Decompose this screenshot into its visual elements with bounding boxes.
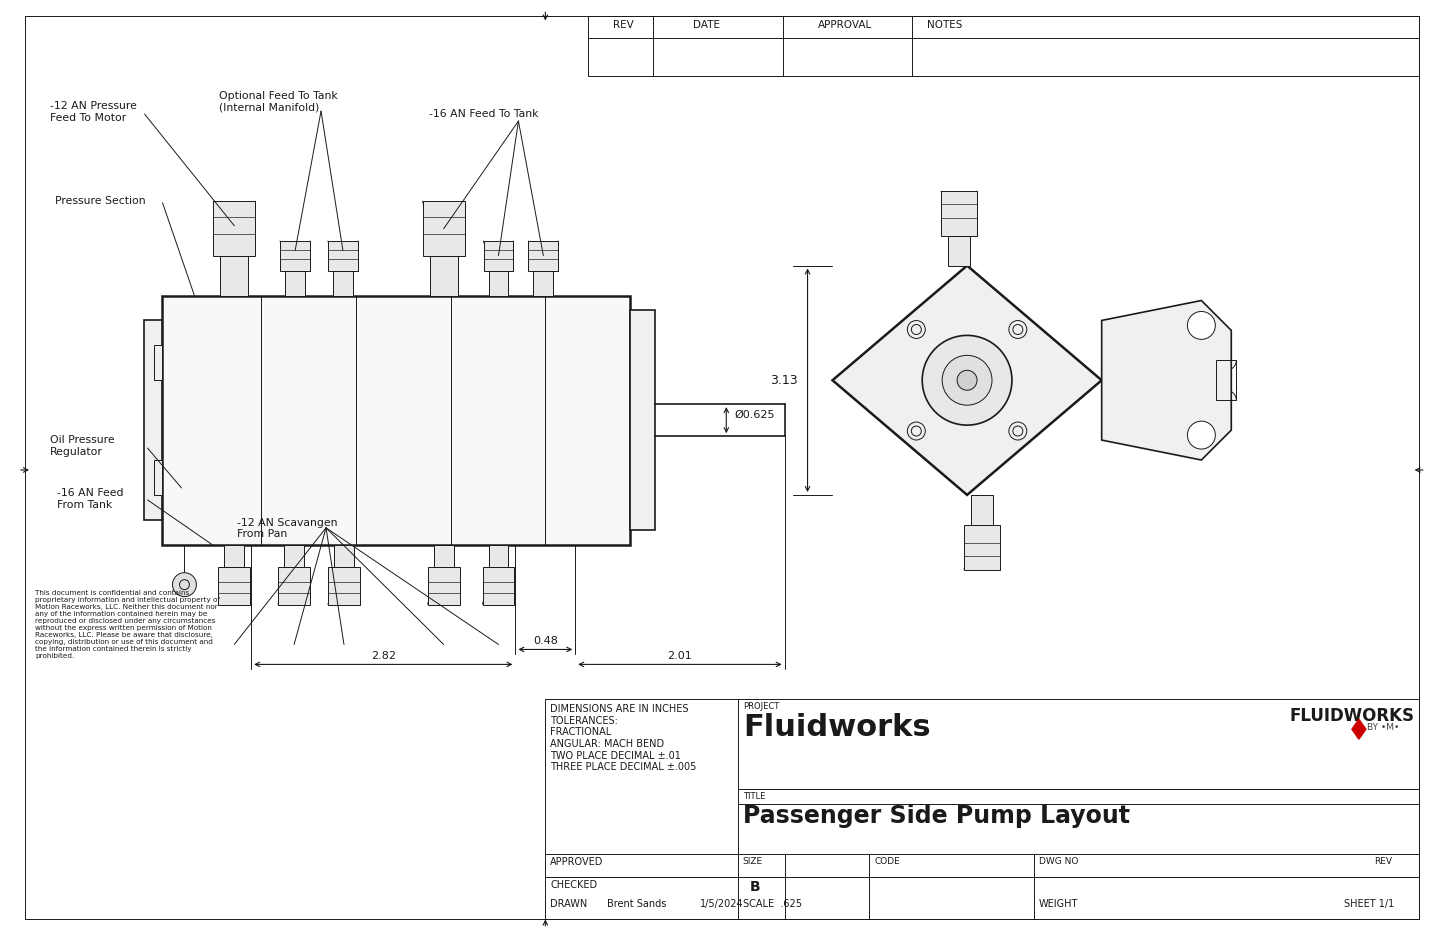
Text: DIMENSIONS ARE IN INCHES
TOLERANCES:
FRACTIONAL
ANGULAR: MACH BEND
TWO PLACE DEC: DIMENSIONS ARE IN INCHES TOLERANCES: FRA… (551, 704, 696, 772)
Text: REV: REV (1374, 856, 1392, 866)
Text: SHEET 1/1: SHEET 1/1 (1344, 899, 1394, 909)
Bar (484, 240, 513, 270)
Polygon shape (1101, 300, 1231, 460)
Text: 2.82: 2.82 (371, 652, 396, 661)
Bar (488, 270, 509, 295)
Bar (1217, 360, 1237, 400)
Text: Optional Feed To Tank
(Internal Manifold): Optional Feed To Tank (Internal Manifold… (220, 91, 338, 113)
Text: CHECKED: CHECKED (551, 880, 597, 890)
Text: SCALE  .625: SCALE .625 (743, 899, 802, 909)
Polygon shape (832, 266, 1101, 495)
Bar (332, 270, 353, 295)
Text: Brent Sands: Brent Sands (607, 899, 666, 909)
Text: BY •M•: BY •M• (1367, 724, 1399, 732)
Bar (948, 236, 970, 266)
Bar (488, 545, 509, 567)
Text: Pressure Section: Pressure Section (55, 195, 146, 206)
Bar (162, 295, 630, 545)
Text: -16 AN Feed
From Tank: -16 AN Feed From Tank (56, 488, 123, 510)
Bar (153, 460, 162, 495)
Bar (529, 240, 558, 270)
Text: 0.48: 0.48 (533, 637, 558, 646)
Text: Oil Pressure
Regulator: Oil Pressure Regulator (49, 435, 114, 456)
Text: REV: REV (613, 21, 634, 30)
Text: WEIGHT: WEIGHT (1039, 899, 1078, 909)
Bar (280, 240, 311, 270)
Bar (483, 567, 514, 605)
Circle shape (1009, 422, 1027, 440)
Bar (224, 545, 244, 567)
Text: Fluidworks: Fluidworks (743, 713, 931, 742)
Text: APPROVED: APPROVED (551, 856, 604, 867)
Text: 2.01: 2.01 (668, 652, 692, 661)
Bar (220, 255, 249, 295)
Bar (941, 191, 977, 236)
Bar (434, 545, 454, 567)
Bar (971, 495, 993, 525)
Text: B: B (750, 880, 760, 894)
Text: SIZE: SIZE (743, 856, 763, 866)
Text: TITLE: TITLE (743, 792, 766, 801)
Bar (588, 16, 1419, 76)
Text: Passenger Side Pump Layout: Passenger Side Pump Layout (743, 804, 1130, 828)
Circle shape (942, 355, 993, 405)
Bar (334, 545, 354, 567)
Bar (143, 321, 162, 520)
Text: CODE: CODE (874, 856, 900, 866)
Text: FLUIDWORKS: FLUIDWORKS (1289, 707, 1415, 726)
Text: -12 AN Pressure
Feed To Motor: -12 AN Pressure Feed To Motor (49, 101, 137, 122)
Bar (218, 567, 250, 605)
Text: NOTES: NOTES (928, 21, 962, 30)
Text: DWG NO: DWG NO (1039, 856, 1078, 866)
Text: -12 AN Scavangen
From Pan: -12 AN Scavangen From Pan (237, 518, 338, 539)
Text: This document is confidential and contains
proprietary information and intellect: This document is confidential and contai… (35, 590, 220, 658)
Circle shape (922, 336, 1011, 425)
Text: PROJECT: PROJECT (743, 702, 779, 712)
Circle shape (907, 422, 925, 440)
Bar (214, 201, 256, 255)
Bar (277, 567, 311, 605)
Circle shape (172, 572, 197, 597)
Bar (533, 270, 553, 295)
Bar (423, 201, 465, 255)
Circle shape (1009, 321, 1027, 338)
Text: DATE: DATE (694, 21, 720, 30)
Text: DRAWN: DRAWN (551, 899, 588, 909)
Circle shape (1188, 311, 1215, 339)
Bar (328, 240, 358, 270)
Circle shape (957, 370, 977, 390)
Text: 1/5/2024: 1/5/2024 (699, 899, 744, 909)
Bar (964, 525, 1000, 569)
Text: APPROVAL: APPROVAL (818, 21, 871, 30)
Polygon shape (1353, 719, 1366, 740)
Text: Ø0.625: Ø0.625 (734, 410, 775, 420)
Bar (630, 310, 655, 530)
Bar (285, 270, 305, 295)
Bar (153, 345, 162, 381)
Bar (428, 567, 460, 605)
Text: -16 AN Feed To Tank: -16 AN Feed To Tank (429, 109, 538, 119)
Bar (285, 545, 303, 567)
Bar (429, 255, 458, 295)
Bar (545, 699, 1419, 919)
Bar (328, 567, 360, 605)
Circle shape (1188, 421, 1215, 449)
Circle shape (907, 321, 925, 338)
Text: 3.13: 3.13 (770, 374, 798, 387)
